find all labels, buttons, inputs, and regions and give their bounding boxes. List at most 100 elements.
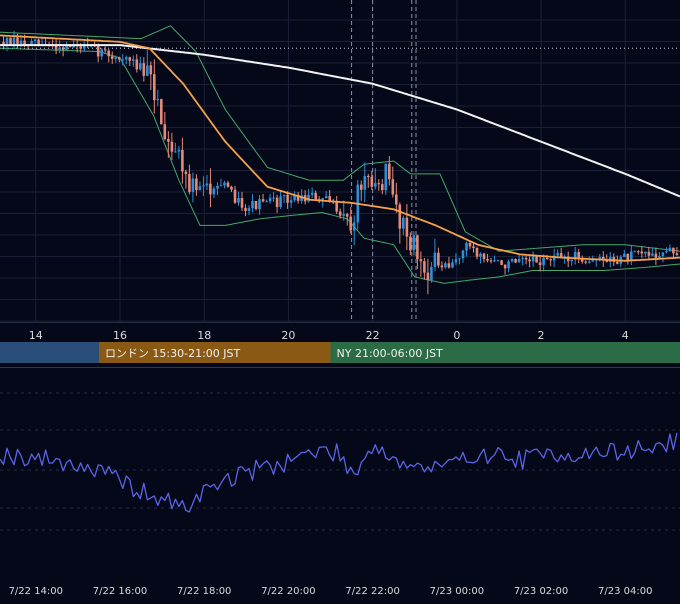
candle-body bbox=[12, 37, 16, 45]
candle-body bbox=[68, 45, 72, 48]
date-tick-label: 7/23 00:00 bbox=[430, 586, 484, 597]
candle-body bbox=[58, 47, 61, 50]
candle-body bbox=[153, 74, 156, 101]
date-tick-label: 7/23 02:00 bbox=[514, 586, 568, 597]
candle-body bbox=[100, 49, 103, 57]
candle-body bbox=[132, 59, 135, 61]
candle-body bbox=[352, 222, 356, 231]
candle-body bbox=[121, 59, 125, 61]
candle-body bbox=[486, 259, 489, 261]
candle-body bbox=[335, 201, 338, 212]
candle-body bbox=[496, 260, 500, 262]
candle-body bbox=[370, 176, 374, 187]
candle-body bbox=[272, 197, 275, 199]
hour-tick-label: 16 bbox=[113, 329, 127, 342]
candle-body bbox=[163, 124, 167, 139]
candle-body bbox=[465, 242, 468, 251]
candle-body bbox=[580, 258, 584, 262]
candle-body bbox=[507, 261, 510, 269]
candle-body bbox=[412, 235, 416, 251]
candle-body bbox=[524, 258, 528, 260]
candle-body bbox=[665, 251, 668, 253]
candle-body bbox=[644, 251, 647, 254]
hour-tick-label: 2 bbox=[538, 329, 545, 342]
hour-tick-label: 4 bbox=[622, 329, 629, 342]
candle-body bbox=[174, 151, 177, 153]
candle-body bbox=[440, 265, 444, 268]
ma-slow-line bbox=[0, 44, 680, 198]
candle-body bbox=[433, 252, 437, 267]
candle-body bbox=[538, 262, 542, 266]
candle-body bbox=[605, 260, 609, 262]
candle-body bbox=[96, 45, 100, 57]
candle-body bbox=[570, 259, 573, 262]
candle-body bbox=[517, 259, 521, 263]
candle-body bbox=[156, 99, 160, 101]
candle-body bbox=[458, 258, 461, 260]
candle-body bbox=[342, 214, 345, 216]
candle-body bbox=[479, 253, 482, 257]
candle-body bbox=[602, 257, 605, 261]
candle-body bbox=[23, 40, 26, 45]
candle-body bbox=[584, 261, 587, 263]
candle-body bbox=[489, 260, 493, 262]
candle-body bbox=[668, 247, 672, 251]
candle-body bbox=[661, 252, 665, 256]
candle-body bbox=[531, 256, 535, 262]
candle-body bbox=[552, 255, 556, 261]
candle-body bbox=[395, 194, 398, 205]
candle-body bbox=[598, 257, 602, 260]
session-label: NY 21:00-06:00 JST bbox=[337, 347, 444, 360]
session-band bbox=[0, 342, 99, 363]
candle-body bbox=[9, 37, 12, 45]
candle-body bbox=[19, 40, 23, 44]
candle-body bbox=[630, 251, 633, 261]
candle-body bbox=[170, 141, 174, 152]
candle-body bbox=[177, 149, 181, 152]
candle-body bbox=[384, 163, 388, 191]
session-band bbox=[98, 342, 331, 363]
candle-body bbox=[573, 252, 577, 260]
candle-body bbox=[286, 194, 289, 203]
candle-body bbox=[296, 194, 300, 201]
date-tick-label: 7/23 04:00 bbox=[598, 586, 652, 597]
candle-body bbox=[82, 44, 86, 49]
candle-body bbox=[223, 182, 226, 186]
rsi-line bbox=[0, 432, 678, 513]
candle-body bbox=[549, 259, 552, 261]
candle-body bbox=[640, 251, 644, 254]
candle-body bbox=[191, 178, 195, 192]
candle-body bbox=[247, 208, 251, 211]
candle-body bbox=[139, 63, 142, 70]
candle-body bbox=[675, 253, 679, 255]
candle-body bbox=[230, 186, 233, 190]
bollinger-lower-line bbox=[0, 47, 680, 284]
candle-body bbox=[244, 207, 247, 211]
candle-body bbox=[637, 251, 640, 253]
chart-grid bbox=[0, 0, 680, 531]
date-tick-label: 7/22 14:00 bbox=[9, 586, 63, 597]
date-tick-label: 7/22 20:00 bbox=[261, 586, 315, 597]
candle-body bbox=[103, 49, 107, 51]
candle-body bbox=[391, 179, 395, 195]
candle-body bbox=[149, 65, 153, 75]
candle-body bbox=[454, 259, 458, 263]
candle-body bbox=[307, 194, 310, 202]
candles bbox=[2, 30, 679, 295]
candle-body bbox=[444, 263, 447, 268]
candle-body bbox=[623, 253, 626, 258]
candle-body bbox=[654, 253, 658, 258]
candle-body bbox=[310, 192, 314, 195]
hour-tick-label: 0 bbox=[453, 329, 460, 342]
candle-body bbox=[160, 99, 163, 125]
candle-body bbox=[647, 251, 651, 256]
candle-body bbox=[430, 266, 433, 281]
candle-body bbox=[79, 46, 82, 49]
candle-body bbox=[65, 45, 68, 50]
candle-body bbox=[279, 196, 282, 207]
date-tick-label: 7/22 22:00 bbox=[345, 586, 399, 597]
candle-body bbox=[37, 39, 40, 46]
candle-body bbox=[419, 259, 423, 262]
